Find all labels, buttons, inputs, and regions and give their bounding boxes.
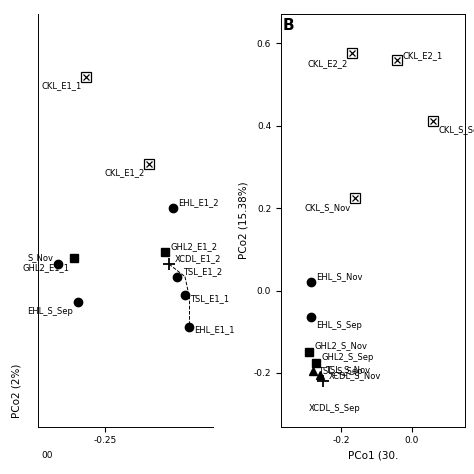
Text: EHL_S_Sep: EHL_S_Sep (317, 321, 362, 330)
Text: S_Nov: S_Nov (27, 253, 54, 262)
Text: GHL2_E1_1: GHL2_E1_1 (23, 264, 70, 273)
Text: CKL_E2_1: CKL_E2_1 (403, 51, 443, 60)
Text: EHL_E1_2: EHL_E1_2 (179, 198, 219, 207)
Text: CKL_E1_2: CKL_E1_2 (105, 168, 145, 177)
Text: CKL_E2_2: CKL_E2_2 (307, 59, 347, 68)
Text: TSL_S_Sep: TSL_S_Sep (318, 367, 363, 376)
Text: PCo2 (2%): PCo2 (2%) (12, 364, 22, 419)
Y-axis label: PCo2 (15.38%): PCo2 (15.38%) (238, 182, 248, 259)
Text: EHL_E1_1: EHL_E1_1 (194, 325, 235, 334)
Text: EHL_S_Sep: EHL_S_Sep (27, 307, 73, 316)
Text: GHL2_E1_2: GHL2_E1_2 (171, 242, 218, 251)
Text: XCDL_S_Nov: XCDL_S_Nov (329, 372, 381, 381)
Text: 00: 00 (41, 451, 53, 460)
Text: CKL_E1_1: CKL_E1_1 (41, 81, 82, 90)
Text: XCDL_S_Sep: XCDL_S_Sep (309, 404, 361, 413)
Text: GHL2_S_Sep: GHL2_S_Sep (322, 353, 374, 362)
Text: TSL_E1_2: TSL_E1_2 (182, 267, 222, 276)
Text: TSL_S_Nov: TSL_S_Nov (325, 365, 370, 374)
Text: CKL_S_Sep: CKL_S_Sep (438, 126, 474, 135)
Text: GHL2_S_Nov: GHL2_S_Nov (315, 341, 368, 350)
Text: B: B (283, 18, 294, 33)
X-axis label: PCo1 (30.: PCo1 (30. (347, 451, 398, 461)
Text: TSL_E1_1: TSL_E1_1 (191, 294, 229, 303)
Text: CKL_S_Nov: CKL_S_Nov (305, 203, 351, 212)
Text: EHL_S_Nov: EHL_S_Nov (317, 273, 363, 282)
Text: XCDL_E1_2: XCDL_E1_2 (174, 255, 221, 264)
